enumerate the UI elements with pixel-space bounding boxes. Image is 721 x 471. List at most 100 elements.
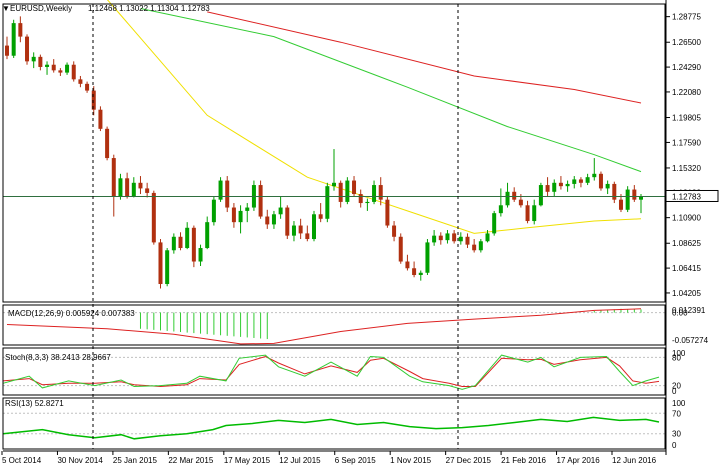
last-price-label: 1.12783	[672, 192, 701, 201]
candle-body	[185, 227, 190, 249]
candle-body	[438, 235, 443, 241]
candle-body	[25, 36, 30, 62]
candle-body	[465, 236, 470, 245]
candle-body	[311, 214, 316, 240]
candle-body	[18, 23, 23, 37]
candle-body	[505, 191, 510, 206]
rsi-axis-label: 100	[672, 399, 686, 408]
ma-fast-line	[106, 0, 642, 234]
candle-body	[105, 128, 110, 159]
candle-body	[345, 180, 350, 202]
candle-body	[78, 79, 83, 84]
candle-body	[418, 272, 423, 276]
candle-body	[538, 185, 543, 206]
candle-body	[191, 227, 196, 262]
candle-body	[198, 248, 203, 262]
candle-body	[158, 242, 163, 285]
candle-body	[225, 180, 230, 208]
time-tick-label: 22 Mar 2015	[168, 456, 213, 465]
ma-mid-line	[140, 8, 642, 173]
price-tick-label: 1.15320	[672, 164, 701, 173]
candle-body	[552, 182, 557, 192]
candle-body	[518, 199, 523, 206]
candle-body	[85, 83, 90, 91]
macd-label: MACD(12,26,9) 0.005924 0.007383	[8, 309, 135, 318]
time-tick-label: 12 Jul 2015	[279, 456, 321, 465]
candle-body	[278, 207, 283, 215]
price-tick-label: 1.24290	[672, 63, 701, 72]
candle-body	[365, 201, 370, 204]
candle-body	[378, 185, 383, 200]
candle-body	[171, 236, 176, 251]
macd-axis-label: -0.057274	[672, 336, 709, 345]
candle-body	[632, 189, 637, 200]
candle-body	[445, 233, 450, 241]
ma-slow-line	[207, 11, 642, 104]
candle-body	[178, 236, 183, 249]
candle-body	[145, 188, 150, 193]
candle-body	[38, 56, 43, 67]
stoch-label: Stoch(8,3,3) 38.2413 28.9667	[5, 353, 111, 362]
candle-body	[245, 207, 250, 211]
price-pane[interactable]: 1.28775 1.26500 1.24290 1.22080 1.19805 1.175…	[3, 0, 719, 298]
candle-body	[231, 207, 236, 223]
candle-body	[458, 236, 463, 242]
candle-body	[58, 70, 63, 73]
stoch-main-line	[2, 354, 660, 390]
stoch-axis-label: 0	[672, 387, 677, 396]
time-tick-label: 27 Dec 2015	[446, 456, 492, 465]
candle-body	[605, 183, 610, 189]
stoch-pane-frame	[2, 347, 666, 396]
candle-body	[532, 205, 537, 222]
candle-body	[98, 109, 103, 129]
candle-body	[71, 64, 76, 80]
candle-body	[625, 189, 630, 210]
candle-body	[338, 182, 343, 202]
candle-body	[11, 23, 16, 56]
price-tick-label: 1.08625	[672, 239, 701, 248]
candle-body	[485, 233, 490, 242]
time-tick-label: 1 Nov 2015	[390, 456, 431, 465]
candle-body	[165, 250, 170, 285]
candle-body	[478, 241, 483, 251]
candle-body	[218, 180, 223, 200]
price-tick-label: 1.28775	[672, 13, 701, 22]
price-tick-label: 1.22080	[672, 88, 701, 97]
candle-body	[592, 173, 597, 178]
price-tick-label: 1.04205	[672, 289, 701, 298]
candle-body	[291, 225, 296, 236]
candle-body	[5, 45, 9, 56]
candle-body	[131, 182, 136, 197]
candle-body	[512, 191, 517, 200]
candle-body	[298, 225, 303, 234]
candle-body	[65, 64, 70, 73]
macd-axis-label: 0.00	[672, 309, 688, 318]
stoch-axis-label: 80	[672, 353, 681, 362]
candle-body	[31, 56, 36, 62]
stoch-axis-label: 20	[672, 382, 681, 391]
candle-body	[211, 199, 216, 223]
candle-body	[332, 182, 337, 187]
candle-body	[325, 186, 330, 219]
candle-body	[45, 64, 50, 67]
ohlc-readout: 1.12468 1.13022 1.11304 1.12783	[88, 4, 210, 13]
candle-body	[405, 261, 410, 269]
chart-menu-chevron-icon: ▼	[2, 4, 10, 13]
candle-body	[412, 268, 417, 276]
candle-body	[545, 185, 550, 192]
candle-body	[265, 216, 270, 225]
candle-body	[318, 214, 323, 219]
rsi-line	[2, 416, 660, 440]
candle-body	[51, 64, 56, 71]
price-pane-frame	[2, 3, 666, 303]
macd-axis-label: 0.012391	[672, 306, 706, 315]
candle-body	[392, 225, 397, 237]
time-tick-label: 30 Nov 2014	[57, 456, 103, 465]
time-tick-label: 5 Oct 2014	[2, 456, 42, 465]
candle-body	[285, 207, 290, 236]
